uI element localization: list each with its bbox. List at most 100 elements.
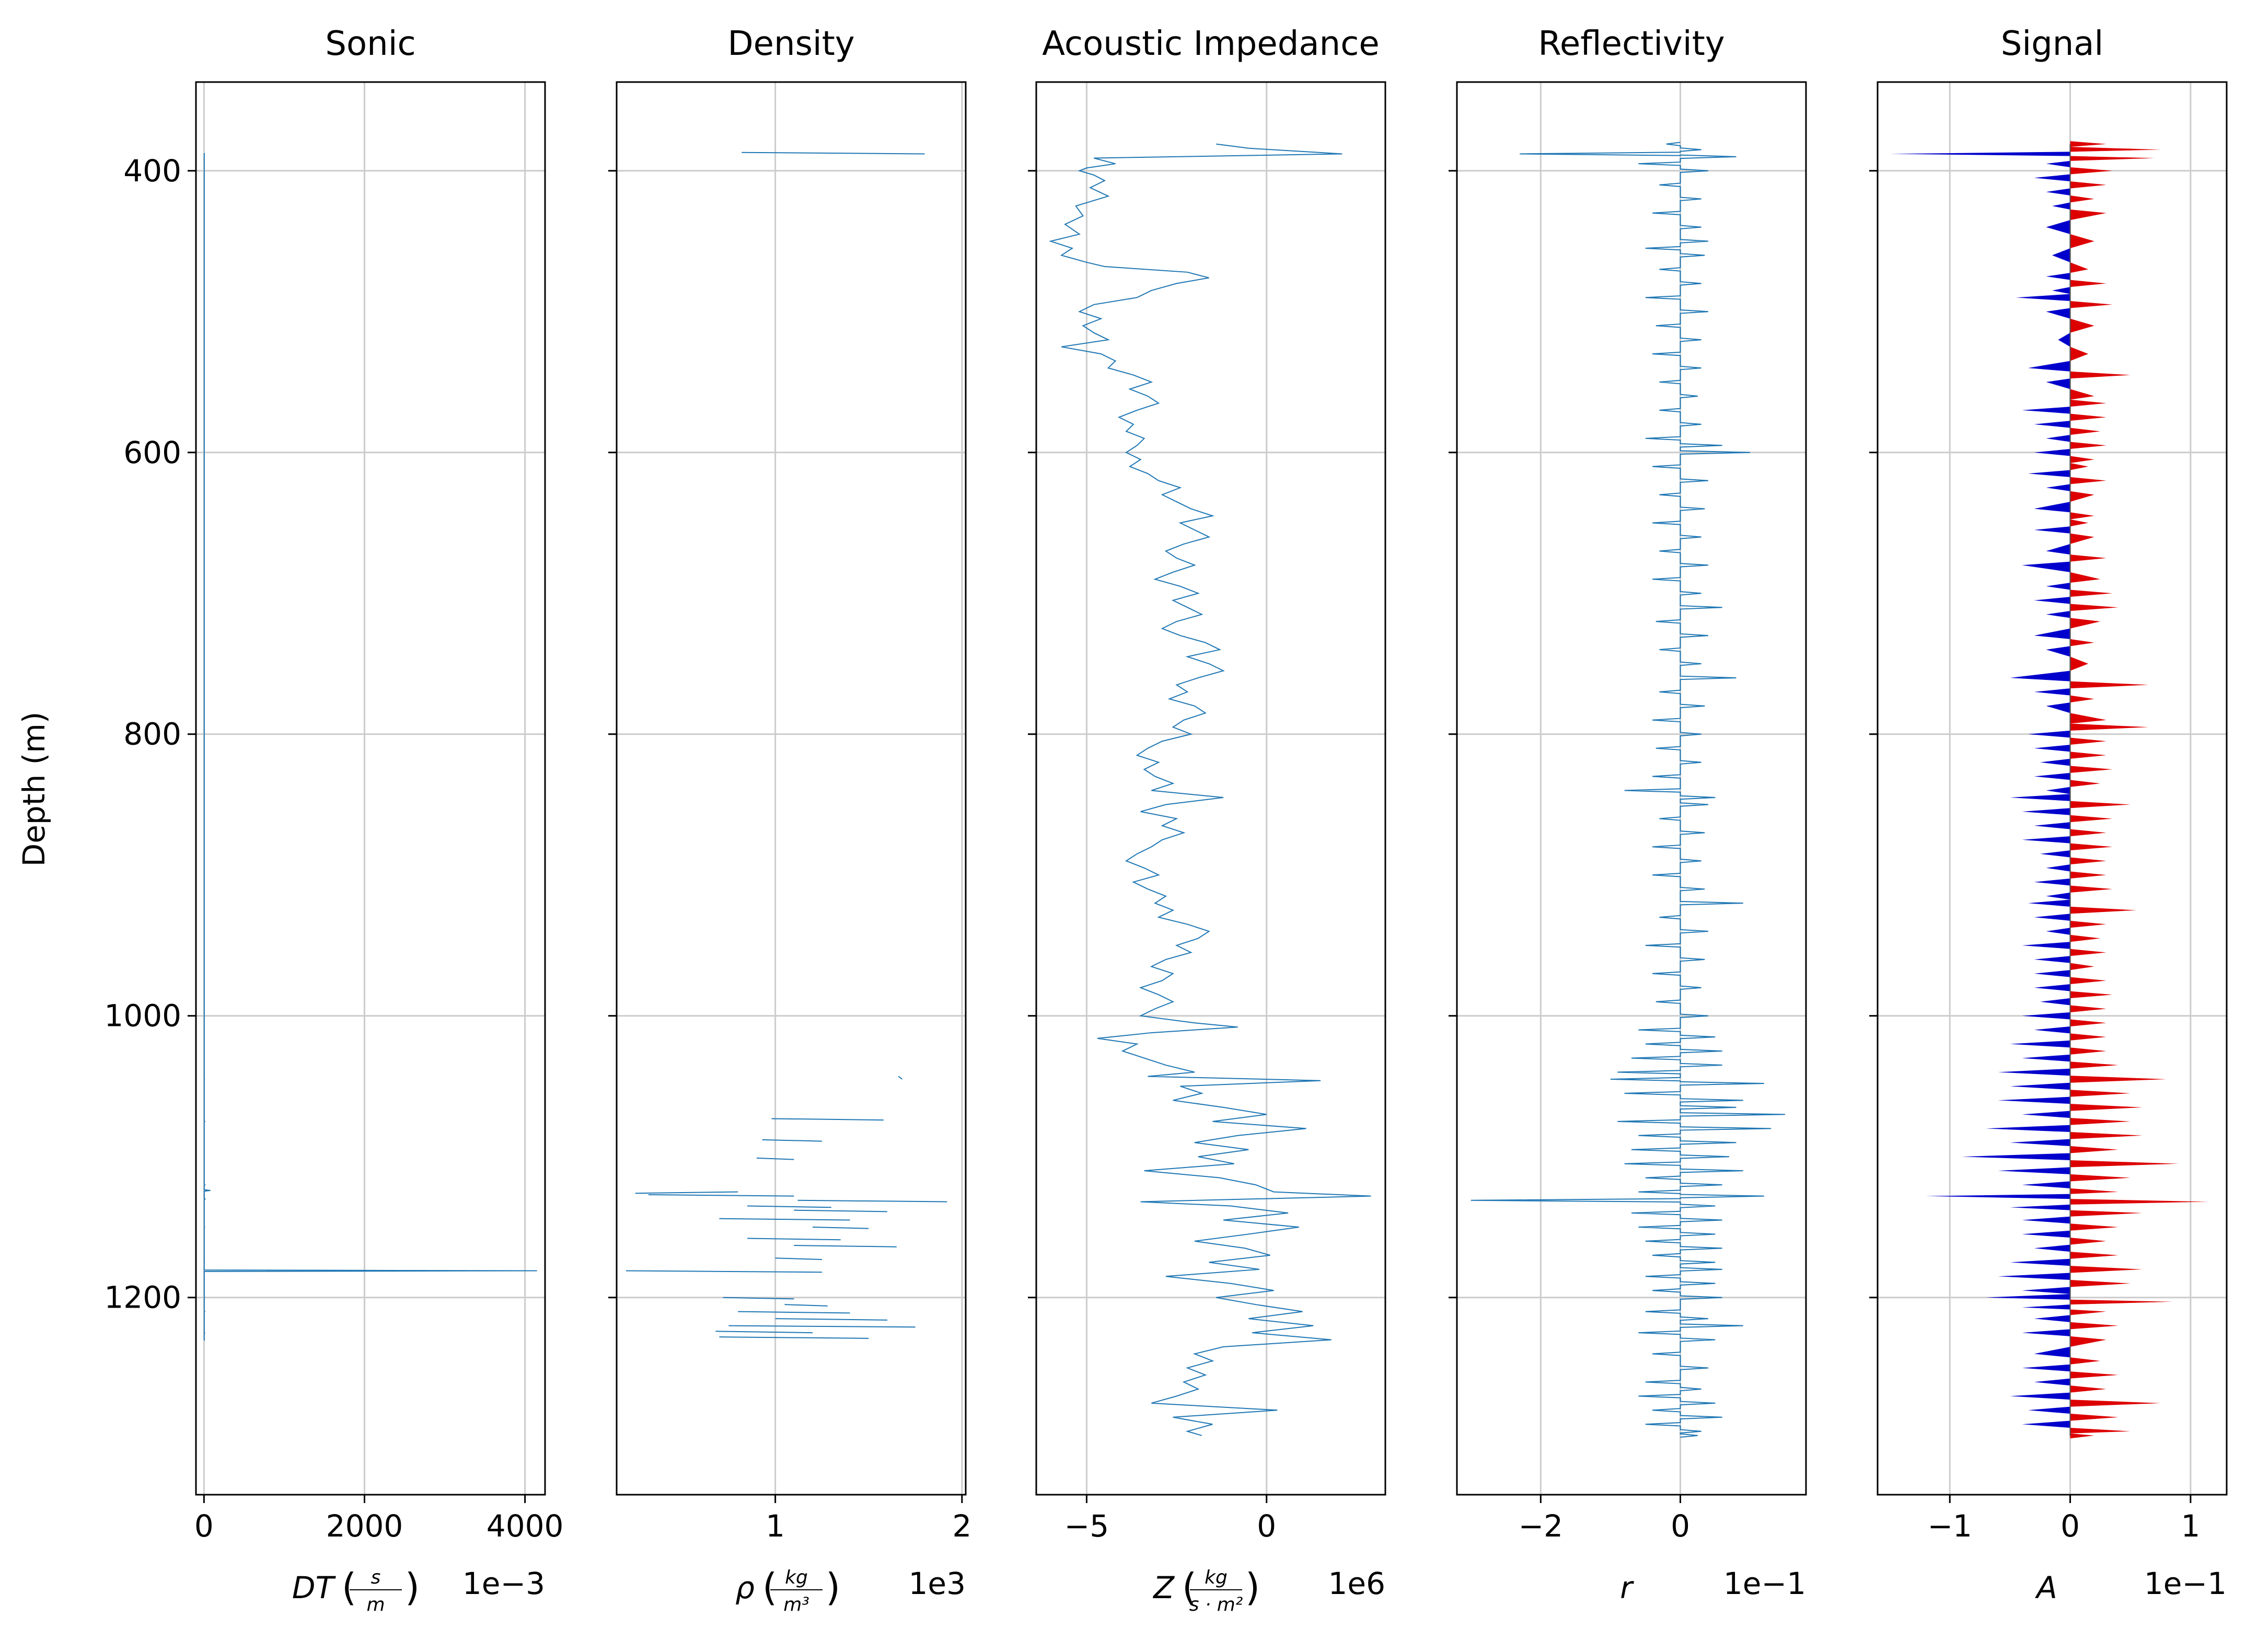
density-segment: [797, 1199, 947, 1203]
y-tick-label: 400: [123, 153, 181, 189]
panel-title: Density: [727, 25, 854, 63]
plot-area: [203, 153, 537, 1341]
signal-lobe: [2022, 1329, 2070, 1336]
signal-lobe: [2070, 1266, 2143, 1273]
signal-lobe: [2022, 808, 2070, 815]
signal-lobe: [2070, 428, 2101, 435]
density-segment: [813, 1226, 869, 1229]
signal-lobe: [2022, 1054, 2070, 1062]
signal-lobe: [2034, 1244, 2070, 1252]
signal-lobe: [2070, 843, 2113, 851]
signal-lobe: [2034, 526, 2070, 534]
signal-lobe: [2010, 1204, 2070, 1210]
signal-lobe: [2070, 885, 2113, 893]
x-tick-label: 1: [2181, 1508, 2200, 1544]
density-segment: [742, 152, 925, 155]
x-tick-label: −2: [1519, 1508, 1564, 1544]
signal-lobe: [2070, 1322, 2118, 1330]
signal-lobe: [2034, 914, 2070, 921]
log-trace: [203, 153, 537, 1341]
signal-lobe: [2046, 435, 2070, 442]
signal-lobe: [2070, 766, 2113, 773]
signal-lobe: [2046, 220, 2070, 235]
x-label-symbol: A: [2034, 1570, 2057, 1605]
signal-lobe: [2070, 1076, 2167, 1083]
plot-area: [626, 152, 947, 1339]
signal-lobe: [2034, 984, 2070, 991]
density-segment: [635, 1191, 738, 1194]
signal-lobe: [2022, 836, 2070, 844]
signal-lobe: [2070, 1299, 2173, 1305]
panel-density: Density 1 2 1e3 ρ(kg m³): [608, 25, 971, 1615]
x-label-paren-close: ): [1245, 1565, 1260, 1609]
x-tick-label: −5: [1064, 1508, 1109, 1544]
signal-lobe: [2040, 850, 2070, 858]
signal-lobe: [2070, 934, 2101, 942]
signal-lobe: [1890, 152, 2070, 156]
density-segment: [719, 1336, 869, 1339]
signal-lobe: [2010, 794, 2070, 801]
signal-lobe: [2070, 713, 2106, 724]
signal-lobe: [2070, 1160, 2179, 1168]
panel-title: Reflectivity: [1538, 25, 1724, 63]
signal-lobe: [2070, 639, 2094, 646]
signal-lobe: [2022, 1287, 2070, 1294]
signal-lobe: [2010, 1082, 2070, 1090]
density-segment: [898, 1076, 903, 1080]
signal-lobe: [2046, 583, 2070, 590]
signal-lobe: [2070, 1174, 2131, 1182]
signal-lobe: [1986, 1125, 2070, 1133]
signal-lobe: [2046, 273, 2070, 280]
density-segment: [738, 1311, 850, 1314]
signal-lobe: [2070, 519, 2089, 527]
signal-lobe: [2070, 181, 2106, 189]
x-tick-label: −1: [1927, 1508, 1972, 1544]
panel-signal: Signal −1 0 1 1e−1 A: [1869, 25, 2228, 1605]
x-offset-text: 1e3: [909, 1566, 966, 1601]
signal-lobe: [2034, 956, 2070, 963]
signal-lobe: [2046, 702, 2070, 713]
signal-lobe: [2070, 346, 2089, 361]
signal-lobe: [2070, 463, 2089, 470]
signal-lobe: [2046, 892, 2070, 900]
signal-lobe: [2070, 1309, 2106, 1315]
signal-lobe: [2070, 156, 2155, 161]
signal-lobe: [2070, 656, 2089, 671]
signal-lobe: [2070, 442, 2106, 449]
signal-lobe: [2070, 949, 2106, 956]
signal-lobe: [2070, 234, 2094, 248]
signal-lobe: [2046, 378, 2070, 389]
signal-lobe: [2070, 146, 2161, 152]
signal-lobe: [2070, 1280, 2131, 1287]
signal-lobe: [2070, 1427, 2131, 1434]
signal-lobe: [2034, 596, 2070, 604]
signal-lobe: [2052, 248, 2070, 262]
signal-lobe: [2022, 1111, 2070, 1118]
signal-lobe: [2046, 646, 2070, 657]
signal-lobe: [2070, 590, 2113, 597]
signal-lobe: [1998, 1068, 2070, 1076]
x-label-symbol: r: [1620, 1570, 1634, 1605]
signal-lobe: [2046, 308, 2070, 319]
signal-lobe: [1926, 1194, 2070, 1199]
signal-lobe: [2022, 1420, 2070, 1428]
reflectivity-trace: [1471, 142, 1785, 1438]
signal-lobe: [2070, 829, 2106, 837]
signal-lobe: [2070, 1005, 2106, 1012]
signal-lobe: [2070, 1061, 2118, 1069]
x-label-unit-numerator: kg: [1205, 1567, 1228, 1588]
signal-lobe: [2028, 361, 2070, 372]
signal-lobe: [1998, 1096, 2070, 1104]
signal-lobe: [2070, 977, 2106, 985]
signal-lobe: [2010, 1258, 2070, 1266]
x-tick-label: 4000: [487, 1508, 564, 1544]
signal-lobe: [2070, 815, 2113, 823]
y-tick-label: 800: [123, 717, 181, 752]
signal-lobe: [2022, 942, 2070, 949]
signal-lobe: [2034, 421, 2070, 428]
signal-lobe: [2058, 332, 2070, 347]
signal-lobe: [2034, 744, 2070, 752]
signal-lobe: [2034, 174, 2070, 181]
signal-lobe: [2034, 822, 2070, 829]
